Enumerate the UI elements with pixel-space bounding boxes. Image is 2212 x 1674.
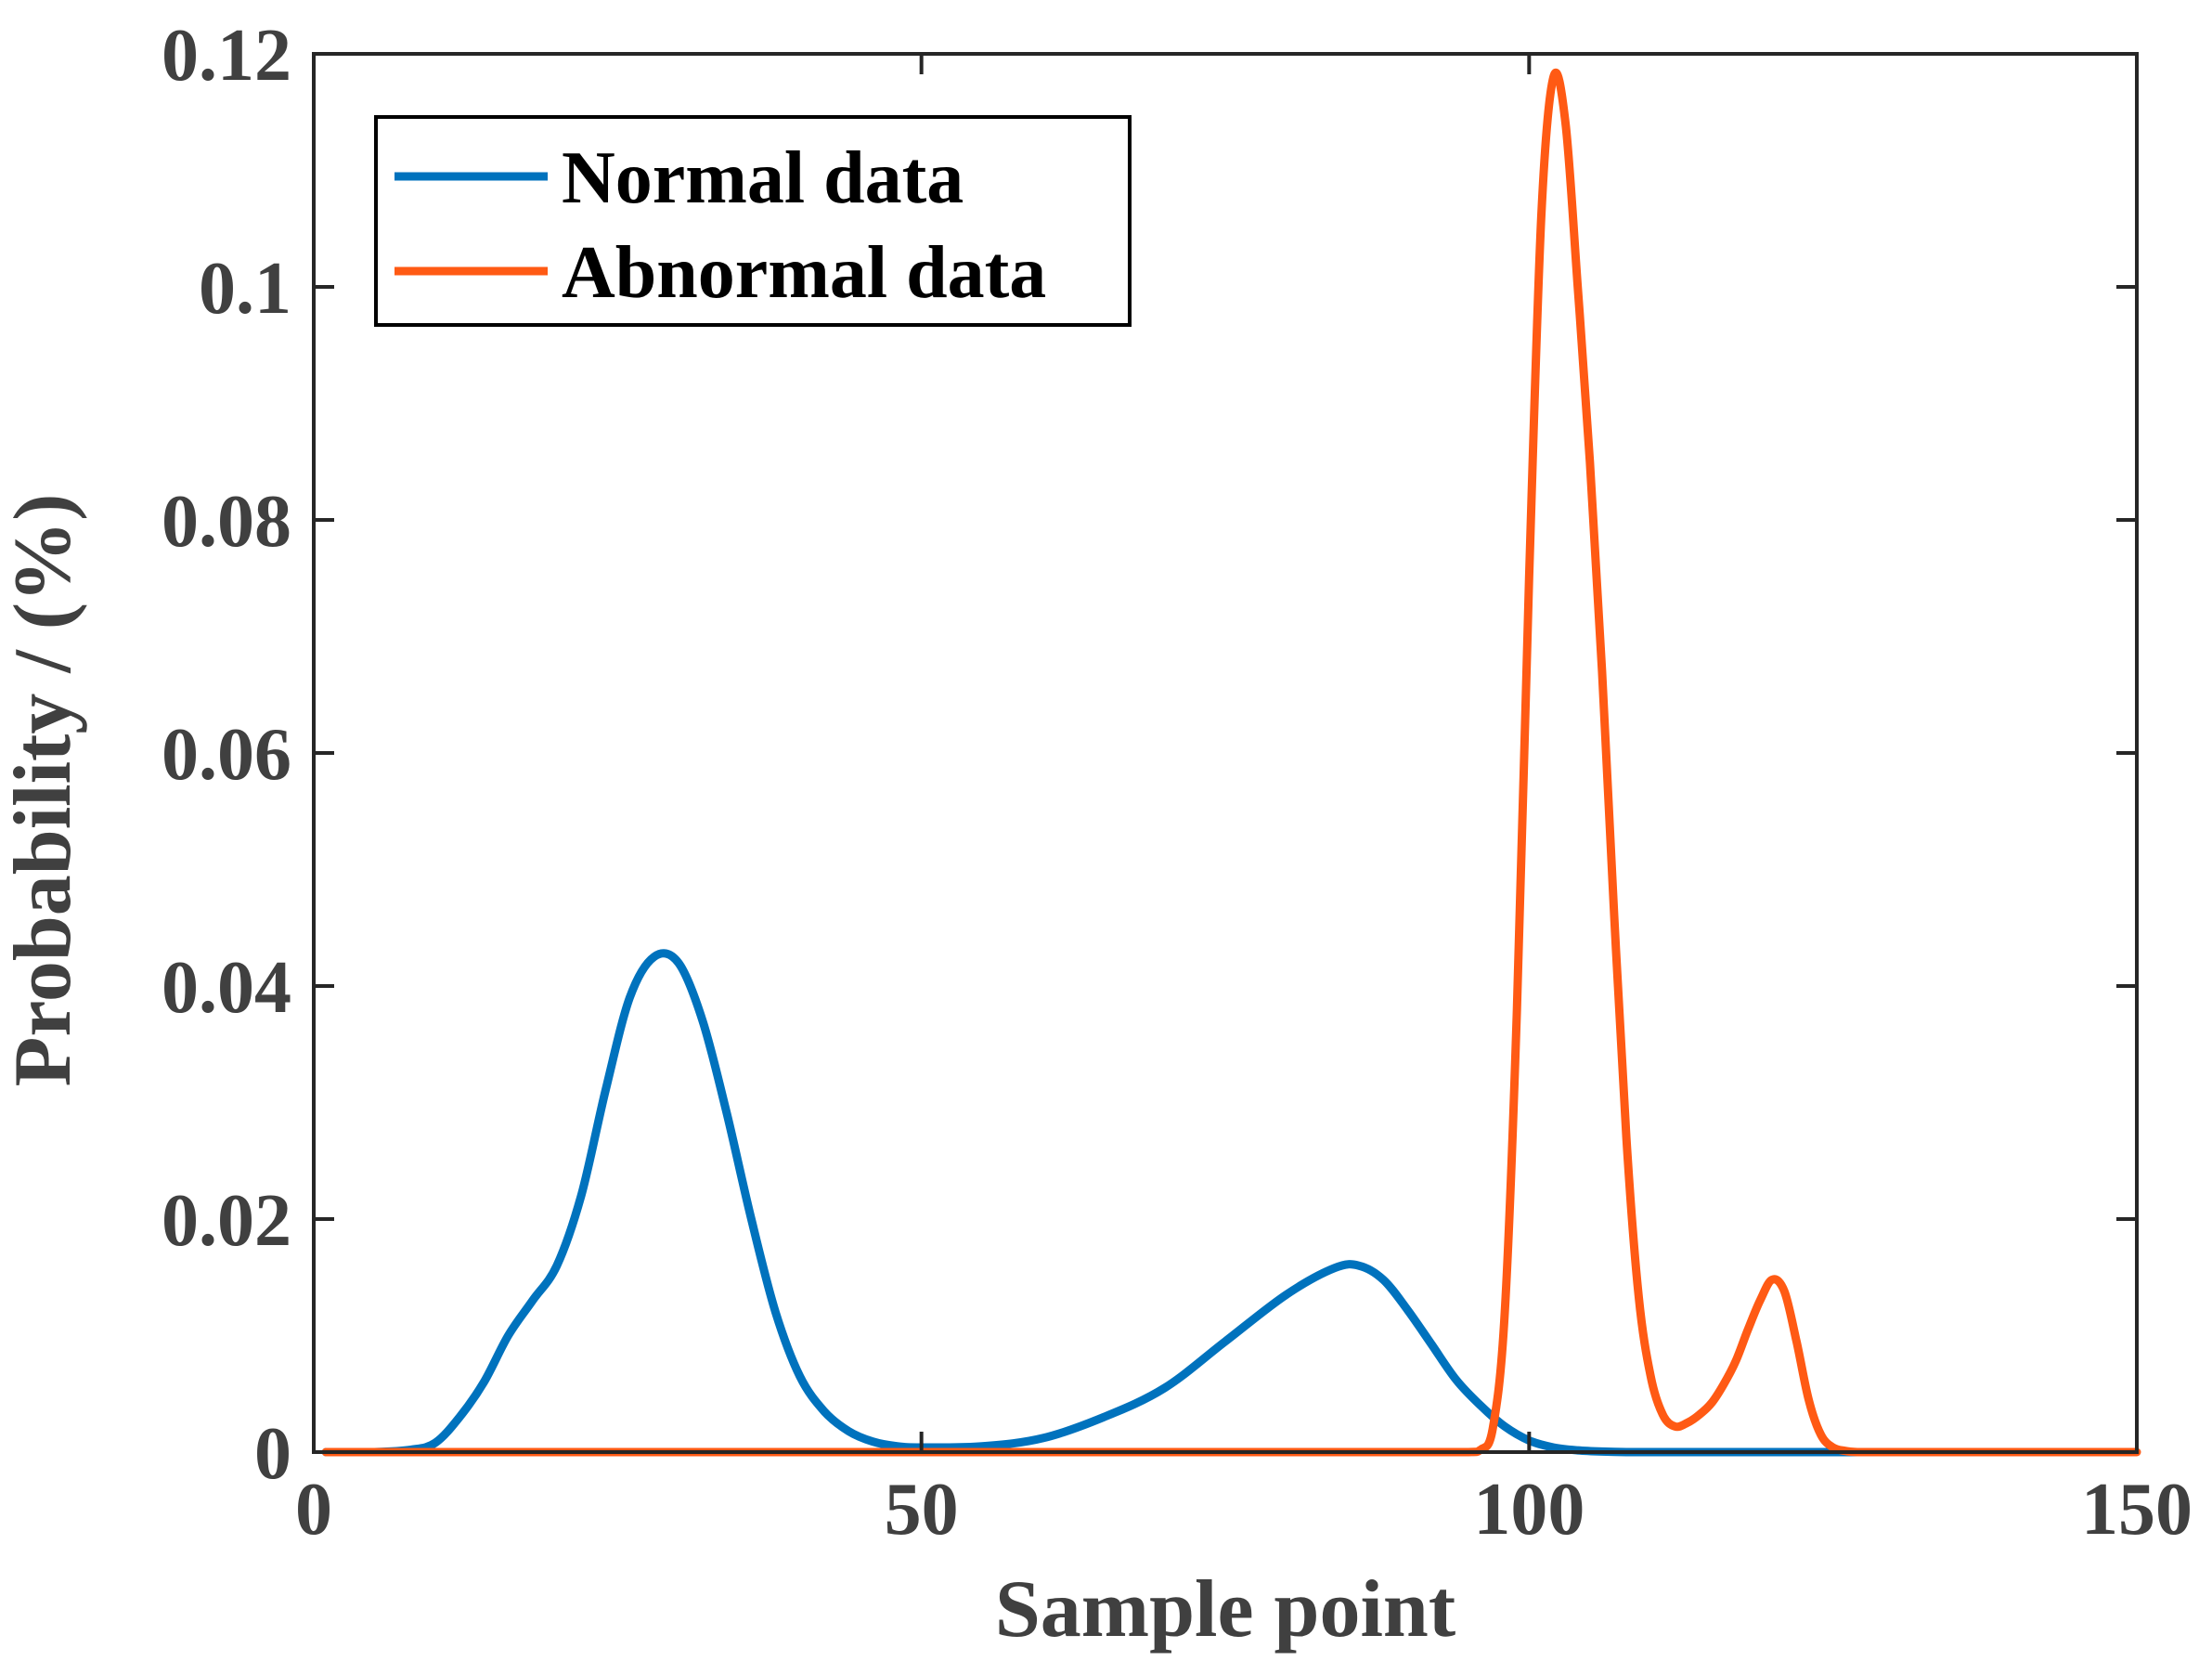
x-tick-label: 50 bbox=[885, 1469, 959, 1551]
y-tick-label: 0 bbox=[254, 1413, 291, 1495]
legend: Normal data Abnormal data bbox=[374, 115, 1132, 327]
tick-label-layer: 0 50 100 150 0 0.02 0.04 0.06 0.08 0.1 0.12 bbox=[162, 15, 2193, 1551]
y-tick-label: 0.06 bbox=[162, 714, 291, 796]
y-axis-title: Probability / (%) bbox=[0, 494, 88, 1087]
x-tick-label: 0 bbox=[295, 1469, 332, 1551]
legend-label-normal-data: Normal data bbox=[562, 137, 964, 219]
series-line-normal-data bbox=[321, 949, 1898, 1457]
series-line-abnormal-data bbox=[321, 68, 2141, 1457]
y-tick-label: 0.12 bbox=[162, 15, 291, 97]
y-tick-label: 0.1 bbox=[199, 248, 291, 330]
y-tick-label: 0.04 bbox=[162, 947, 291, 1029]
y-tick-label: 0.02 bbox=[162, 1180, 291, 1262]
y-tick-label: 0.08 bbox=[162, 481, 291, 563]
x-tick-label: 100 bbox=[1473, 1469, 1585, 1551]
x-tick-label: 150 bbox=[2081, 1469, 2193, 1551]
tick-layer bbox=[312, 52, 2139, 1454]
legend-box bbox=[374, 115, 1132, 327]
legend-label-abnormal-data: Abnormal data bbox=[562, 232, 1046, 314]
series-layer bbox=[321, 68, 2141, 1457]
x-axis-title: Sample point bbox=[995, 1564, 1455, 1655]
